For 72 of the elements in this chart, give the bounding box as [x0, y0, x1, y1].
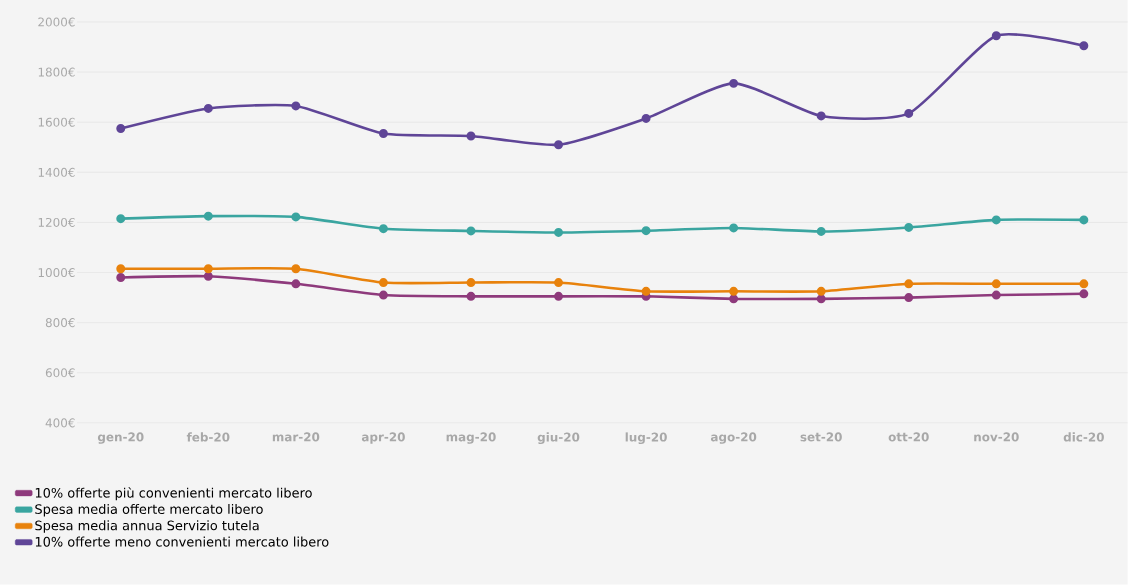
legend-label: 10% offerte meno convenienti mercato libero	[35, 536, 329, 547]
point	[816, 227, 826, 237]
point	[991, 279, 1001, 289]
point	[641, 226, 651, 236]
point	[116, 273, 126, 283]
point	[466, 131, 476, 141]
point	[554, 228, 564, 238]
point	[1079, 289, 1089, 299]
point	[641, 114, 651, 124]
point	[291, 101, 301, 111]
point	[291, 212, 301, 222]
point	[991, 290, 1001, 300]
x-tick-label: lug-20	[625, 432, 667, 445]
y-tick-label: 1800€	[38, 67, 75, 77]
point	[554, 140, 564, 150]
y-tick-label: 600€	[45, 368, 75, 378]
point	[378, 129, 388, 139]
point	[466, 226, 476, 236]
point	[904, 293, 914, 303]
point	[116, 264, 126, 274]
y-tick-label: 1600€	[38, 117, 75, 127]
y-tick-label: 1200€	[38, 217, 75, 228]
point	[203, 271, 213, 281]
x-tick-label: dic-20	[1063, 432, 1104, 442]
point	[116, 214, 126, 224]
y-tick-label: 2000€	[38, 17, 75, 27]
point	[729, 223, 739, 233]
point	[116, 124, 126, 134]
point	[291, 264, 301, 274]
point	[641, 286, 651, 296]
point	[378, 224, 388, 234]
point	[1079, 215, 1089, 225]
y-tick-label: 1000€	[38, 268, 75, 278]
x-tick-label: giu-20	[537, 432, 580, 445]
y-tick-label: 1400€	[38, 167, 75, 177]
point	[554, 291, 564, 301]
point	[991, 31, 1001, 41]
point	[816, 286, 826, 296]
point	[729, 286, 739, 296]
x-tick-label: ago-20	[710, 432, 757, 444]
legend-label: Spesa media annua Servizio tutela	[35, 520, 259, 533]
x-tick-label: mar-20	[272, 432, 320, 442]
point	[1079, 41, 1089, 51]
y-tick-label: 400€	[45, 418, 75, 428]
point	[904, 279, 914, 289]
point	[816, 111, 826, 121]
point	[466, 278, 476, 288]
point	[991, 215, 1001, 225]
x-tick-label: set-20	[800, 432, 842, 442]
point	[378, 290, 388, 300]
point	[904, 109, 914, 119]
y-tick-label: 800€	[45, 318, 75, 328]
point	[378, 278, 388, 288]
point	[729, 78, 739, 88]
x-tick-label: mag-20	[446, 432, 496, 444]
legend-label: Spesa media offerte mercato libero	[35, 504, 263, 517]
point	[203, 264, 213, 274]
point	[816, 294, 826, 304]
point	[904, 223, 914, 233]
point	[1079, 279, 1089, 289]
x-tick-label: nov-20	[974, 432, 1019, 442]
x-tick-label: feb-20	[186, 432, 230, 442]
legend-label: 10% offerte più convenienti mercato libero	[35, 487, 312, 501]
x-tick-label: apr-20	[361, 432, 405, 444]
point	[466, 291, 476, 301]
point	[729, 294, 739, 304]
point	[291, 279, 301, 289]
point	[203, 104, 213, 114]
point	[203, 211, 213, 221]
point	[554, 278, 564, 288]
x-tick-label: ott-20	[888, 432, 929, 442]
x-tick-label: gen-20	[97, 432, 144, 444]
